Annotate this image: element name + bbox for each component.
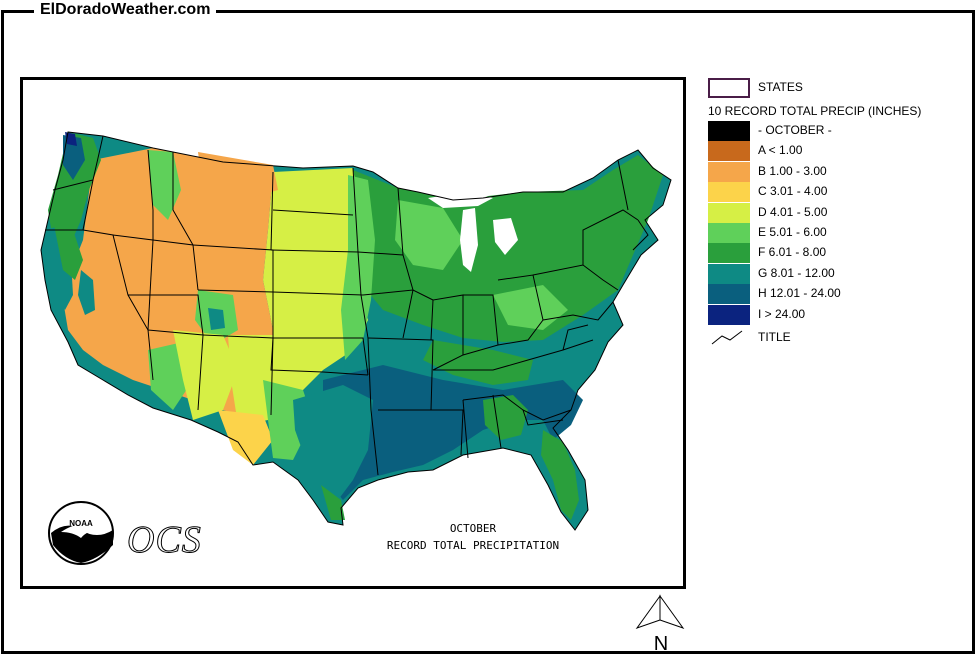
map-caption: OCTOBER RECORD TOTAL PRECIPITATION — [348, 520, 598, 554]
legend-item-label: D 4.01 - 5.00 — [758, 204, 828, 219]
gulf-wet-zone — [323, 365, 583, 500]
legend-swatch — [708, 161, 750, 182]
appalachian-green — [423, 340, 533, 385]
pnw-wet — [48, 132, 101, 250]
legend-heading: 10 RECORD TOTAL PRECIP (INCHES) — [708, 104, 922, 118]
legend-swatch — [708, 284, 750, 305]
noaa-logo: NOAA — [48, 501, 114, 565]
lake-huron — [493, 218, 518, 255]
legend-swatch — [708, 141, 750, 162]
legend-swatch — [708, 202, 750, 223]
caption-title: RECORD TOTAL PRECIPITATION — [386, 539, 560, 552]
state-borders — [40, 131, 672, 531]
california-green — [53, 220, 83, 280]
legend-item-label: B 1.00 - 3.00 — [758, 163, 827, 178]
legend-item-label: C 3.01 - 4.00 — [758, 184, 828, 199]
colorado-teal — [208, 308, 225, 330]
ocs-logo: OCS — [127, 519, 202, 562]
sierra-green — [78, 270, 95, 315]
legend-swatch — [708, 304, 750, 325]
legend-item-label: E 5.01 - 6.00 — [758, 225, 827, 239]
olympic-navy — [65, 132, 77, 146]
legend-item-label: A < 1.00 — [758, 143, 803, 158]
legend-swatch — [708, 263, 750, 284]
precipitation-map — [40, 131, 672, 531]
legend-states-label: STATES — [758, 80, 803, 94]
legend-item-label: H 12.01 - 24.00 — [758, 286, 841, 301]
outer-frame — [1, 10, 975, 654]
plains-yellowgreen — [263, 168, 368, 410]
north-arrow-icon: N — [635, 594, 685, 654]
montana-dry — [198, 152, 278, 200]
great-lakes-light — [395, 200, 463, 270]
texas-teal — [293, 385, 373, 500]
texas-coast-green — [321, 485, 345, 520]
legend-item-label: I > 24.00 — [758, 306, 806, 321]
legend-item-label: - OCTOBER - — [758, 123, 832, 137]
pnw-blue — [63, 135, 85, 180]
caption-month: OCTOBER — [449, 522, 497, 535]
legend-swatch — [708, 182, 750, 203]
lake-michigan — [460, 208, 478, 272]
legend-swatch — [708, 223, 750, 243]
legend-swatch — [708, 243, 750, 264]
noaa-logo-text: NOAA — [69, 519, 93, 528]
legend-item-label: G 8.01 - 12.00 — [758, 265, 835, 280]
legend-swatch — [708, 121, 750, 141]
newmexico-yellow — [228, 335, 278, 425]
legend-item-label: F 6.01 - 8.00 — [758, 245, 827, 260]
legend-title-label: TITLE — [758, 330, 791, 344]
site-title: ElDoradoWeather.com — [34, 0, 217, 20]
north-arrow-label: N — [654, 633, 668, 654]
arizona-yellow — [173, 330, 238, 420]
map-panel: NOAA OCS OCTOBER RECORD TOTAL PRECIPITAT… — [20, 77, 686, 589]
plains-green-strip — [341, 175, 375, 360]
florida-green — [541, 430, 579, 520]
southwest-yellow — [218, 410, 273, 465]
title-line-icon — [711, 330, 743, 345]
states-swatch — [708, 78, 750, 98]
